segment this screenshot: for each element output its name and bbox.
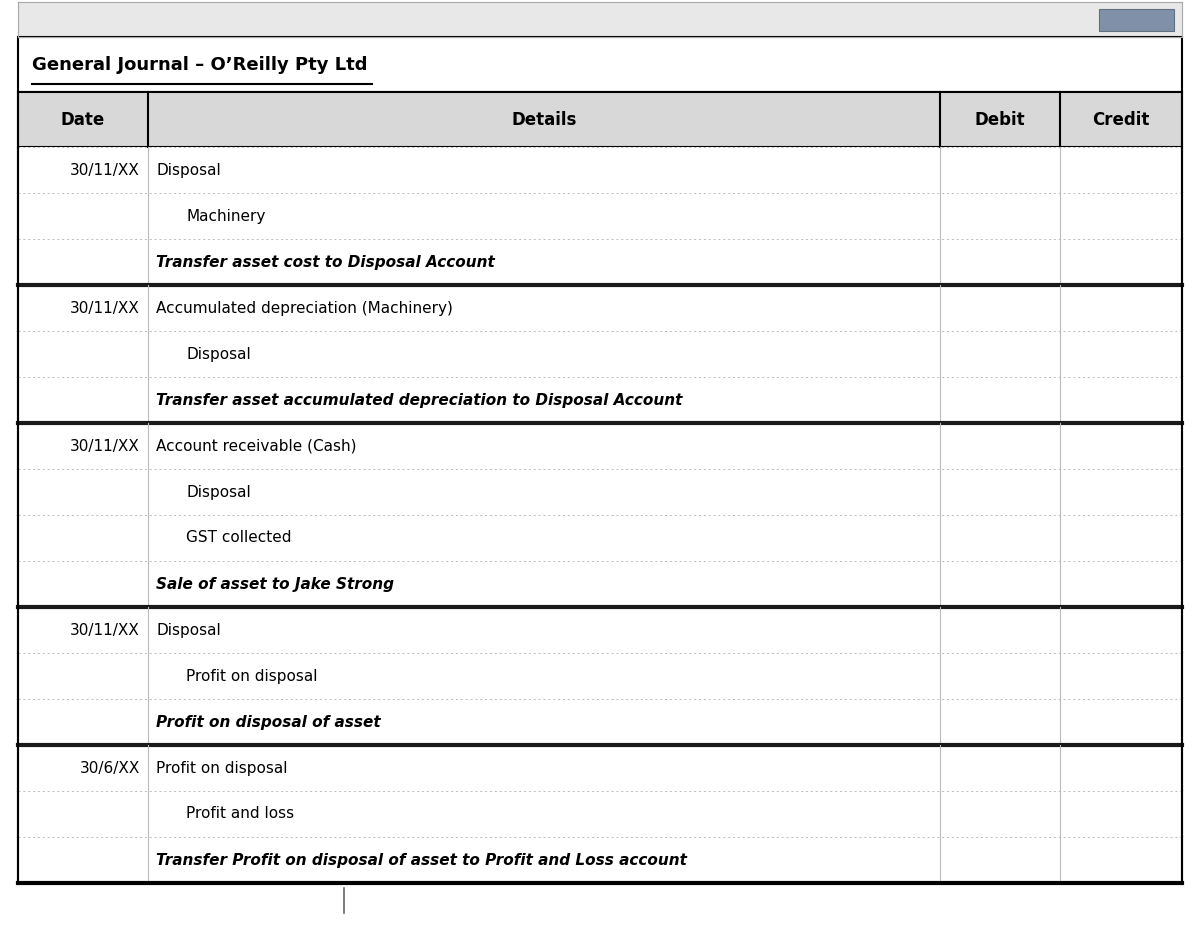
Text: Credit: Credit [1092,110,1150,129]
Bar [18,331,1182,377]
Text: Profit on disposal: Profit on disposal [156,760,288,776]
Text: Account receivable (Cash): Account receivable (Cash) [156,438,356,453]
Bar [18,193,1182,239]
Bar [1099,8,1174,31]
Bar [18,92,1182,147]
Bar [18,653,1182,699]
Text: General Journal – O’Reilly Pty Ltd: General Journal – O’Reilly Pty Ltd [32,56,367,73]
Text: Disposal: Disposal [156,623,221,638]
Text: Profit on disposal of asset: Profit on disposal of asset [156,715,380,730]
Text: Date: Date [61,110,106,129]
Text: Profit and loss: Profit and loss [186,806,294,821]
Text: 30/11/XX: 30/11/XX [70,300,140,315]
Text: Transfer asset cost to Disposal Account: Transfer asset cost to Disposal Account [156,255,494,270]
Text: Disposal: Disposal [186,347,251,362]
Text: Profit on disposal: Profit on disposal [186,668,318,683]
Text: 30/11/XX: 30/11/XX [70,162,140,177]
Text: Sale of asset to Jake Strong: Sale of asset to Jake Strong [156,577,394,591]
Bar [18,745,1182,791]
Bar [18,37,1182,92]
Bar [18,285,1182,331]
Bar [18,2,1182,37]
Text: Details: Details [511,110,577,129]
Text: 30/6/XX: 30/6/XX [79,760,140,776]
Bar [18,469,1182,515]
Bar [18,423,1182,469]
Text: Disposal: Disposal [156,162,221,177]
Bar [18,239,1182,285]
Bar [18,699,1182,745]
Bar [18,377,1182,423]
Text: Debit: Debit [974,110,1025,129]
Text: Machinery: Machinery [186,209,265,223]
Bar [18,147,1182,193]
Bar [18,607,1182,653]
Text: Disposal: Disposal [186,485,251,500]
Text: Transfer Profit on disposal of asset to Profit and Loss account: Transfer Profit on disposal of asset to … [156,853,686,868]
Text: GST collected: GST collected [186,530,292,545]
Bar [18,515,1182,561]
Text: Transfer asset accumulated depreciation to Disposal Account: Transfer asset accumulated depreciation … [156,392,683,408]
Text: 30/11/XX: 30/11/XX [70,623,140,638]
Text: Accumulated depreciation (Machinery): Accumulated depreciation (Machinery) [156,300,452,315]
Text: 30/11/XX: 30/11/XX [70,438,140,453]
Bar [18,561,1182,607]
Bar [18,791,1182,837]
Bar [18,837,1182,883]
